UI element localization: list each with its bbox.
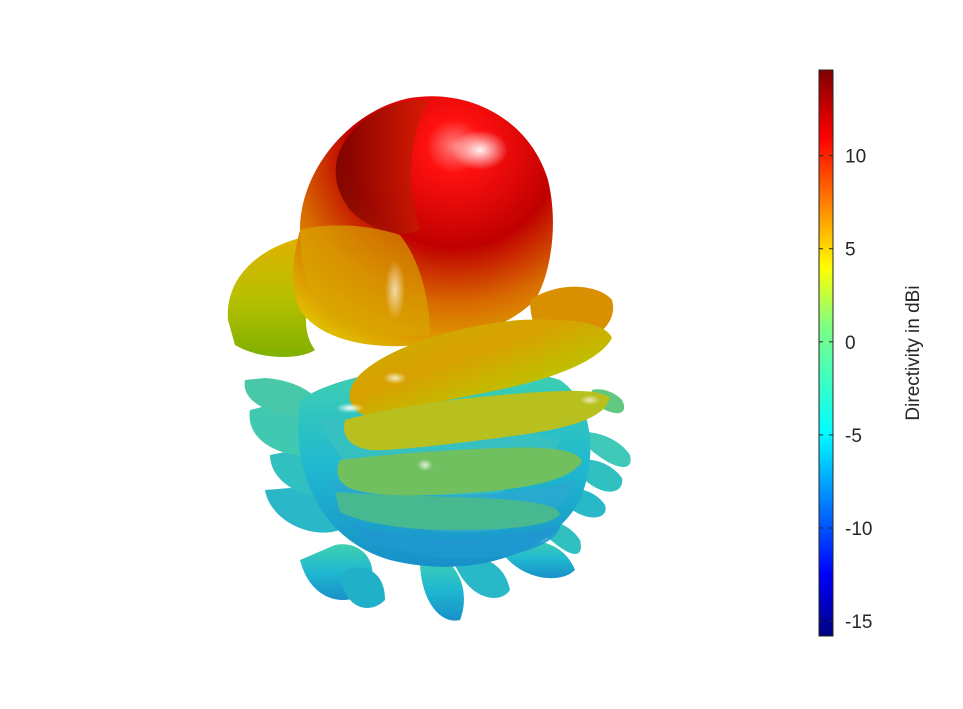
main-lobe (293, 96, 553, 347)
colorbar: -15 -10 -5 0 5 10 Directivity in dBi (818, 69, 924, 637)
colorbar-tick-label: -5 (845, 426, 862, 447)
colorbar-gradient (818, 69, 834, 637)
colorbar-tick-label: 0 (845, 333, 856, 354)
colorbar-tick-label: -15 (845, 612, 872, 633)
colorbar-tick-label: 5 (845, 240, 856, 261)
colorbar-ticks: -15 -10 -5 0 5 10 (819, 147, 872, 633)
front-wing-lobe (349, 319, 612, 417)
front-wing-base (335, 492, 560, 530)
colorbar-tick-label: 10 (845, 147, 866, 168)
front-wing-lowest (337, 447, 582, 496)
colorbar-label: Directivity in dBi (903, 285, 924, 420)
radiation-pattern-surface (227, 96, 631, 621)
front-wing-lower (344, 390, 610, 451)
colorbar-tick-label: -10 (845, 519, 872, 540)
